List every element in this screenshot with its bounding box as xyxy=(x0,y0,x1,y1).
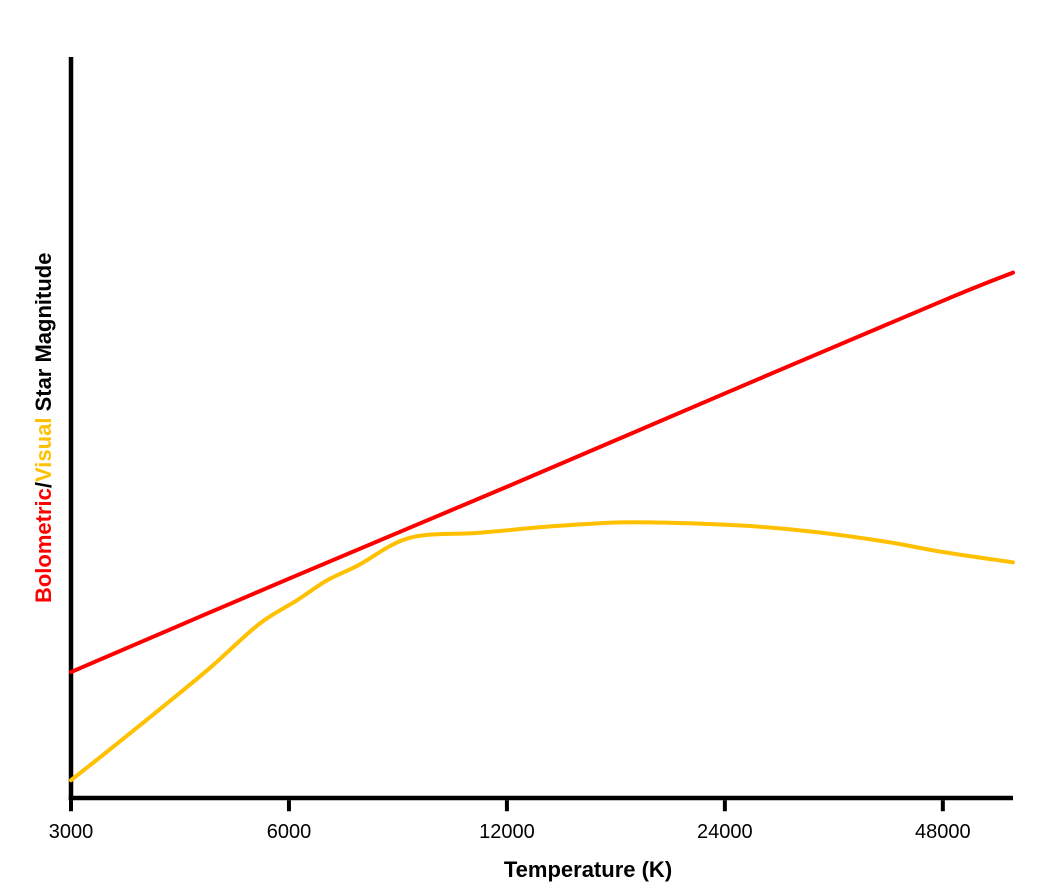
y-axis-label-rest: Star Magnitude xyxy=(31,252,56,418)
series-visual-line xyxy=(69,520,1015,783)
y-axis-label: Bolometric/Visual Star Magnitude xyxy=(5,253,83,628)
series-bolometric-line xyxy=(69,270,1015,675)
x-tick-label: 24000 xyxy=(697,821,753,843)
y-axis-label-visual: Visual xyxy=(31,417,56,482)
x-axis-title: Temperature (K) xyxy=(503,857,673,882)
y-axis-label-bolometric: Bolometric xyxy=(31,488,56,604)
x-tick-label: 3000 xyxy=(49,821,94,843)
x-tick-label: 6000 xyxy=(267,821,312,843)
x-tick-label: 12000 xyxy=(479,821,535,843)
x-tick-label: 48000 xyxy=(915,821,971,843)
y-axis-label-slash: / xyxy=(31,481,56,489)
